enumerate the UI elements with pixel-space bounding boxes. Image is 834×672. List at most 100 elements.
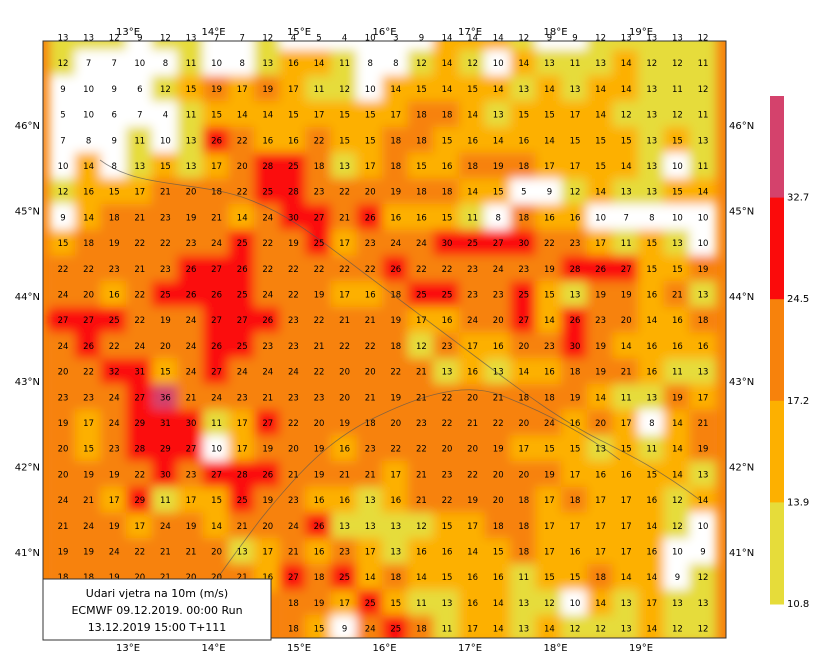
field-cell [689, 615, 717, 638]
field-cell [561, 49, 589, 78]
grid-value: 25 [237, 496, 248, 506]
grid-value: 21 [493, 393, 504, 403]
field-cell [382, 75, 410, 104]
grid-value: 23 [442, 470, 453, 480]
grid-value: 23 [288, 342, 299, 352]
grid-value: 7 [239, 34, 244, 44]
grid-value: 17 [595, 239, 606, 249]
field-cell [433, 101, 461, 129]
field-cell [100, 204, 128, 232]
field-cell [126, 178, 154, 207]
field-cell [689, 486, 717, 515]
grid-value: 24 [134, 342, 145, 352]
field-cell [433, 383, 461, 412]
field-cell [330, 486, 359, 515]
field-cell [356, 255, 384, 284]
field-cell [535, 75, 564, 104]
grid-value: 16 [262, 573, 273, 583]
field-cell [484, 461, 512, 489]
grid-value: 13 [518, 625, 529, 635]
lat-label: 41°N [15, 548, 40, 559]
grid-value: 27 [58, 316, 69, 326]
grid-value: 15 [339, 111, 350, 121]
grid-value: 16 [570, 548, 581, 558]
grid-value: 19 [262, 85, 273, 95]
grid-value: 17 [186, 496, 197, 506]
field-cell [407, 101, 436, 129]
field-cell [407, 409, 436, 438]
field-cell [305, 41, 333, 52]
grid-value: 17 [365, 548, 376, 558]
grid-value: 26 [390, 265, 401, 275]
grid-value: 15 [595, 162, 606, 172]
grid-value: 13 [339, 162, 350, 172]
field-cell [356, 75, 384, 104]
field-cell [510, 41, 538, 52]
grid-value: 26 [83, 342, 94, 352]
field-cell [510, 461, 538, 489]
field-cell [458, 306, 487, 335]
lat-label: 45°N [15, 206, 40, 217]
field-cell [356, 358, 384, 386]
grid-value: 15 [442, 213, 453, 223]
field-cell [356, 332, 384, 361]
field-cell [254, 538, 282, 566]
grid-value: 19 [493, 162, 504, 172]
grid-value: 14 [621, 573, 632, 583]
field-cell [330, 332, 359, 361]
grid-value: 21 [288, 548, 299, 558]
field-cell [74, 332, 103, 361]
grid-value: 13 [493, 368, 504, 378]
grid-value: 14 [390, 85, 401, 95]
grid-value: 36 [160, 393, 171, 403]
field-cell [535, 615, 564, 638]
grid-value: 15 [365, 136, 376, 146]
field-cell [305, 358, 333, 386]
field-cell [433, 358, 461, 386]
grid-value: 18 [442, 188, 453, 198]
field-cell [663, 49, 692, 78]
grid-value: 10 [83, 111, 94, 121]
grid-value: 11 [160, 496, 171, 506]
field-cell [356, 589, 384, 618]
grid-value: 14 [646, 522, 657, 532]
field-cell [254, 409, 282, 438]
grid-value: 19 [314, 470, 325, 480]
field-cell [202, 101, 231, 129]
grid-value: 7 [137, 111, 142, 121]
grid-value: 22 [390, 368, 401, 378]
grid-value: 25 [262, 188, 273, 198]
grid-value: 15 [646, 239, 657, 249]
field-cell [202, 229, 231, 258]
lon-label: 14°E [201, 27, 225, 38]
grid-value: 16 [544, 368, 555, 378]
field-cell [612, 101, 640, 129]
field-cell [689, 358, 717, 386]
grid-value: 14 [83, 213, 94, 223]
field-cell [484, 538, 512, 566]
field-cell [356, 41, 384, 52]
grid-value: 21 [58, 522, 69, 532]
grid-value: 18 [570, 496, 581, 506]
field-cell [305, 49, 333, 78]
field-cell [382, 563, 410, 592]
grid-value: 24 [544, 419, 555, 429]
field-cell [202, 75, 231, 104]
field-cell [151, 332, 180, 361]
grid-value: 20 [83, 291, 94, 301]
field-cell [612, 461, 640, 489]
field-cell [74, 281, 103, 309]
grid-value: 22 [365, 342, 376, 352]
field-cell [433, 178, 461, 207]
grid-value: 13 [262, 59, 273, 69]
field-cell [407, 49, 436, 78]
field-cell [510, 306, 538, 335]
grid-value: 15 [160, 162, 171, 172]
field-cell [74, 75, 103, 104]
grid-value: 9 [419, 34, 424, 44]
grid-value: 9 [572, 34, 577, 44]
field-cell [382, 178, 410, 207]
field-cell [202, 538, 231, 566]
grid-value: 25 [518, 291, 529, 301]
grid-value: 22 [58, 265, 69, 275]
